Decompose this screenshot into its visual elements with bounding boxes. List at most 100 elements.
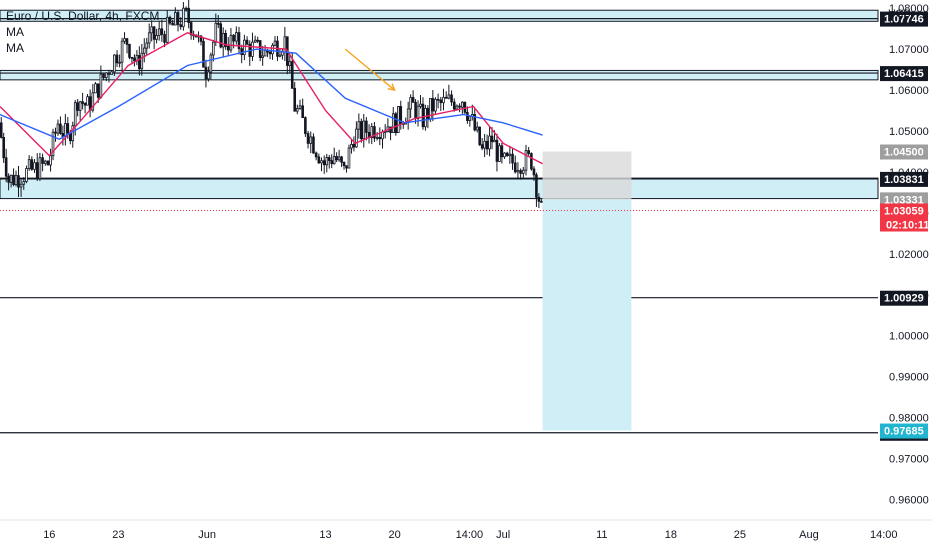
candle-body [340, 156, 343, 163]
candle-body [360, 121, 363, 140]
candle-body [365, 120, 368, 133]
current-price-badge-bg [880, 203, 928, 232]
arrow-shaft[interactable] [344, 48, 396, 91]
candle-body [495, 139, 499, 162]
current-price-badge-text: 1.03059 [884, 205, 924, 217]
trend-arrow[interactable] [344, 48, 396, 92]
candle-body [508, 153, 512, 157]
candle-body [480, 144, 484, 149]
time-axis[interactable]: 16 23 Jun 13 20 14:00 Jul 11 18 25 Aug 14:00 [0, 519, 932, 541]
candle-body [357, 121, 361, 130]
candle-body [463, 101, 467, 113]
short-position-tool[interactable] [542, 151, 632, 431]
candle-body [493, 139, 496, 143]
candle-body [426, 107, 430, 120]
candle-body [9, 174, 13, 183]
candle-body [22, 181, 26, 185]
ma-label-1[interactable]: MA [6, 25, 24, 39]
level-badge-text: 1.00929 [884, 293, 924, 305]
candle-body [189, 22, 193, 36]
y-tick-label: 1.00000 [889, 331, 929, 343]
candle-body [243, 39, 246, 56]
candle-body [91, 92, 95, 111]
stop-badge-bg [880, 144, 928, 160]
candle-body [273, 40, 277, 46]
candle-body [179, 24, 183, 28]
candle-body [516, 170, 520, 173]
candle-body [0, 122, 3, 138]
y-tick-label: 0.97000 [889, 454, 929, 466]
candle-body [81, 101, 84, 104]
candle-body [66, 123, 70, 134]
candle-body [475, 126, 479, 131]
candle-body [409, 97, 412, 110]
candle-body [224, 32, 227, 47]
candle-body [320, 160, 323, 164]
candle-body [104, 72, 108, 78]
candle-body [347, 147, 351, 169]
candle-body [511, 153, 514, 164]
candle-body [293, 87, 297, 112]
candle-body [527, 150, 530, 154]
candle-body [199, 35, 203, 42]
candle-body [168, 16, 172, 24]
stop-badge-text: 1.04500 [884, 146, 924, 158]
candle-body [330, 160, 334, 165]
ma-label-2[interactable]: MA [6, 41, 24, 55]
candle-body [140, 52, 144, 70]
candle-body [322, 160, 326, 166]
candle-body [209, 54, 213, 73]
candle-body [290, 61, 294, 89]
level-zone [0, 177, 879, 200]
candle-body [298, 105, 302, 109]
price-badges: 1.077461.064151.038311.009290.976301.045… [880, 11, 929, 441]
candle-body [335, 156, 338, 161]
candle-body [337, 156, 341, 161]
candle-body [133, 57, 136, 62]
candle-body [221, 32, 225, 48]
level-badge-bg [880, 171, 928, 187]
candle-body [187, 7, 190, 23]
candle-body [332, 156, 336, 165]
candle-body [214, 22, 218, 43]
arrow-head[interactable] [387, 83, 396, 92]
candle-body [110, 71, 113, 75]
y-tick-label: 0.96000 [889, 495, 929, 507]
candle-body [165, 16, 169, 43]
y-tick-label: 0.98000 [889, 413, 929, 425]
candle-body [130, 56, 134, 59]
candle-body [123, 38, 126, 42]
candle-body [150, 26, 153, 34]
candle-body [424, 107, 427, 128]
x-tick-label: 14:00 [456, 529, 484, 541]
candle-body [483, 140, 486, 149]
stop-loss-zone[interactable] [542, 151, 632, 200]
candle-body [452, 101, 456, 110]
candle-body [160, 28, 164, 35]
candle-body [202, 40, 205, 68]
candle-body [519, 170, 522, 174]
y-tick-label: 0.99000 [889, 372, 929, 384]
x-tick-label: 11 [596, 529, 607, 541]
candle-body [235, 32, 238, 42]
candle-body [4, 157, 8, 177]
take-profit-zone[interactable] [542, 199, 632, 431]
candle-body [461, 101, 464, 108]
candle-body [51, 131, 55, 157]
candle-body [524, 150, 528, 171]
candle-body [25, 168, 28, 182]
candle-body [113, 54, 116, 73]
candle-body [226, 46, 230, 51]
candle-body [505, 152, 509, 157]
candle-body [176, 12, 180, 26]
candle-body [447, 94, 451, 99]
candle-body [436, 98, 440, 101]
candle-body [309, 136, 313, 144]
candle-body [86, 96, 89, 106]
horizontal-levels[interactable] [0, 17, 878, 434]
x-tick-label: 20 [388, 529, 400, 541]
candle-body [174, 12, 177, 26]
candle-body [76, 102, 79, 111]
x-tick-label: 25 [734, 529, 746, 541]
